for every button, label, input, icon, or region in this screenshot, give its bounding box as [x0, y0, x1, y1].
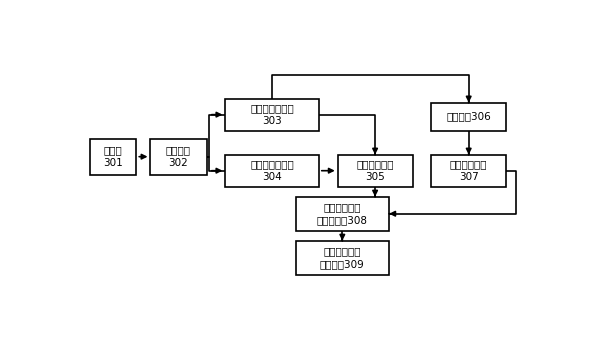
Bar — [338, 155, 413, 187]
Text: 传感光纤306: 传感光纤306 — [446, 112, 491, 122]
Text: 分光器件
302: 分光器件 302 — [166, 145, 191, 168]
Text: 第二拍频电路
307: 第二拍频电路 307 — [450, 159, 487, 182]
Text: 第二声光调制器
304: 第二声光调制器 304 — [250, 159, 294, 182]
Bar — [295, 197, 389, 231]
Bar — [150, 139, 207, 175]
Text: 第一声光调制器
303: 第一声光调制器 303 — [250, 103, 294, 126]
Bar — [225, 155, 319, 187]
Text: 第一拍频电路
305: 第一拍频电路 305 — [356, 159, 394, 182]
Text: 多通道同步数
据采集电路308: 多通道同步数 据采集电路308 — [317, 202, 368, 225]
Text: 激光器
301: 激光器 301 — [103, 145, 123, 168]
Bar — [225, 99, 319, 131]
Bar — [89, 139, 137, 175]
Bar — [431, 155, 506, 187]
Bar — [295, 241, 389, 275]
Bar — [431, 103, 506, 131]
Text: 数字信号并行
计算单元309: 数字信号并行 计算单元309 — [320, 246, 365, 269]
